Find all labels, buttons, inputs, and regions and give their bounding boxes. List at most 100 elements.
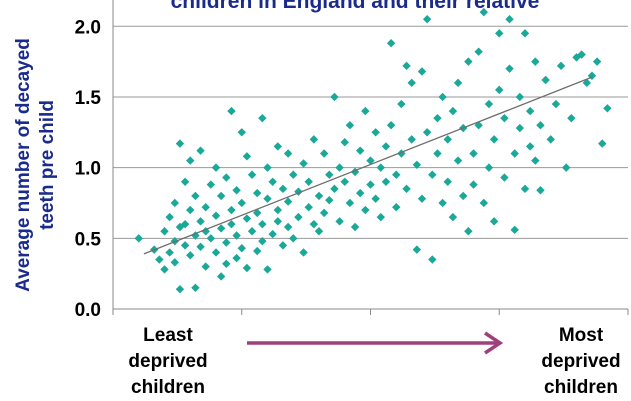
data-point bbox=[258, 219, 267, 229]
data-point bbox=[273, 205, 282, 215]
data-point bbox=[397, 99, 406, 109]
data-point bbox=[386, 39, 396, 48]
data-point bbox=[453, 156, 463, 165]
data-point bbox=[386, 121, 396, 130]
data-point bbox=[366, 156, 375, 165]
y-tick-label: 1.0 bbox=[75, 159, 101, 180]
data-point bbox=[170, 258, 179, 267]
data-point bbox=[206, 180, 216, 189]
data-point bbox=[242, 152, 252, 161]
trendline bbox=[143, 76, 593, 255]
data-point bbox=[422, 15, 432, 24]
x-annotation-left: Least deprived children bbox=[128, 325, 207, 398]
data-point bbox=[330, 184, 339, 194]
data-point bbox=[299, 248, 308, 257]
data-point bbox=[216, 224, 226, 233]
data-point bbox=[309, 135, 319, 144]
data-point bbox=[479, 7, 488, 17]
data-point bbox=[453, 78, 463, 88]
data-point bbox=[253, 188, 262, 198]
data-point bbox=[484, 163, 494, 172]
data-point bbox=[510, 149, 519, 158]
data-point bbox=[520, 184, 530, 194]
data-point bbox=[319, 208, 329, 218]
data-point bbox=[366, 180, 375, 189]
data-point bbox=[505, 64, 514, 73]
data-point bbox=[165, 248, 174, 257]
data-point bbox=[268, 229, 277, 239]
x-annotation-right-line2: deprived bbox=[541, 351, 620, 372]
data-point bbox=[345, 198, 355, 208]
data-point bbox=[371, 194, 380, 203]
data-point bbox=[242, 263, 252, 273]
data-point bbox=[474, 47, 483, 56]
data-point bbox=[505, 15, 514, 24]
data-point bbox=[335, 163, 344, 172]
data-point bbox=[546, 135, 555, 144]
data-point bbox=[422, 128, 432, 137]
deprivation-arrow bbox=[247, 331, 504, 355]
data-point bbox=[448, 106, 458, 116]
data-point bbox=[232, 231, 241, 240]
data-point bbox=[160, 265, 169, 274]
data-point bbox=[170, 198, 179, 208]
data-point bbox=[211, 163, 221, 172]
data-point bbox=[273, 142, 282, 151]
data-point bbox=[376, 212, 385, 222]
data-point bbox=[278, 241, 288, 250]
data-point bbox=[180, 219, 190, 229]
data-point bbox=[489, 217, 499, 226]
data-point bbox=[520, 29, 530, 38]
data-point bbox=[598, 139, 607, 148]
data-point bbox=[134, 234, 143, 243]
data-point bbox=[417, 194, 427, 203]
y-axis-label: Average number of decayed teeth pre chil… bbox=[13, 38, 58, 292]
data-point bbox=[556, 61, 566, 71]
data-point bbox=[268, 177, 277, 186]
data-point bbox=[253, 246, 262, 256]
x-annotation-left-line3: children bbox=[131, 377, 205, 398]
data-point bbox=[371, 128, 380, 137]
data-point bbox=[294, 212, 303, 222]
data-point bbox=[335, 217, 344, 226]
chart-title: children in England and their relative bbox=[171, 0, 540, 13]
data-point bbox=[525, 106, 535, 116]
data-point bbox=[515, 92, 525, 102]
data-point bbox=[350, 222, 360, 232]
data-point bbox=[222, 238, 231, 247]
data-point bbox=[428, 255, 437, 264]
data-point bbox=[402, 184, 411, 194]
data-point bbox=[438, 198, 447, 208]
data-point bbox=[175, 285, 185, 294]
data-point bbox=[356, 146, 365, 155]
data-point bbox=[247, 170, 257, 179]
data-point bbox=[587, 71, 597, 80]
data-point bbox=[325, 170, 334, 179]
data-point bbox=[469, 149, 478, 158]
data-point bbox=[304, 203, 313, 212]
data-point bbox=[531, 57, 540, 66]
data-point bbox=[299, 159, 308, 168]
data-point bbox=[402, 61, 411, 71]
y-tick-label: 0.5 bbox=[75, 229, 102, 250]
data-point bbox=[495, 85, 504, 95]
trendline-group bbox=[143, 76, 593, 255]
data-point bbox=[180, 241, 190, 250]
data-point bbox=[392, 170, 401, 179]
data-point bbox=[536, 186, 545, 195]
y-tick-label: 2.0 bbox=[75, 17, 101, 38]
data-point bbox=[196, 217, 205, 226]
data-point bbox=[180, 177, 190, 186]
data-point bbox=[227, 205, 236, 215]
data-point bbox=[175, 139, 185, 148]
data-point bbox=[536, 121, 545, 130]
y-axis-label-line2: teeth pre child bbox=[37, 100, 58, 230]
data-point bbox=[500, 113, 509, 123]
data-point bbox=[196, 242, 205, 251]
data-point bbox=[479, 198, 488, 208]
data-point bbox=[201, 262, 210, 271]
data-point bbox=[247, 227, 257, 236]
x-annotation-right-line1: Most bbox=[559, 325, 604, 346]
data-point bbox=[361, 106, 370, 116]
